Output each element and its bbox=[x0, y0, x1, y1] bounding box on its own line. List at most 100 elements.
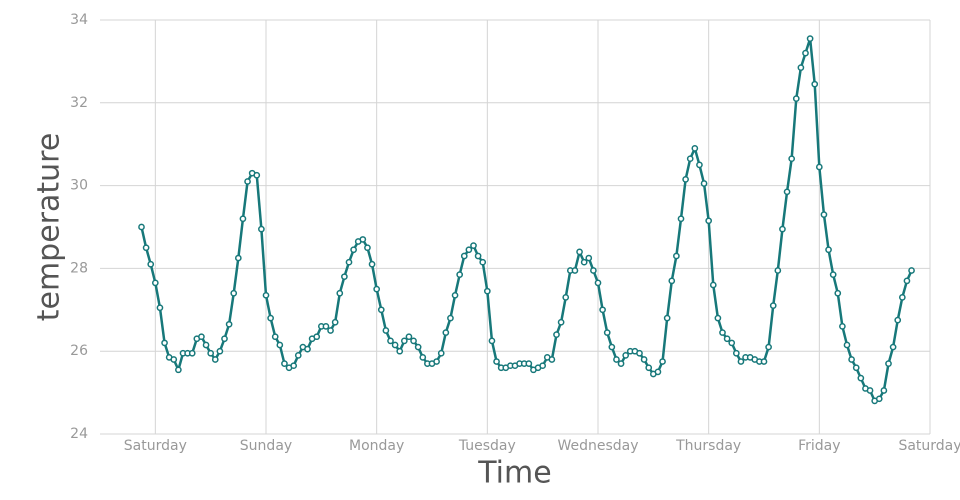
data-point bbox=[691, 144, 699, 152]
y-tick-label: 30 bbox=[70, 178, 88, 194]
data-point bbox=[898, 294, 906, 301]
y-tick-label: 24 bbox=[70, 426, 88, 442]
data-point bbox=[557, 318, 565, 326]
data-point bbox=[350, 246, 357, 254]
data-point bbox=[783, 188, 791, 196]
data-point bbox=[345, 258, 353, 266]
data-point bbox=[387, 337, 394, 345]
data-point bbox=[341, 273, 348, 281]
data-point bbox=[617, 360, 625, 367]
data-point bbox=[281, 360, 288, 367]
data-point bbox=[599, 306, 606, 314]
data-point bbox=[391, 341, 399, 349]
data-point bbox=[331, 318, 339, 326]
data-point bbox=[640, 356, 648, 363]
data-point bbox=[479, 258, 487, 266]
data-point bbox=[622, 351, 630, 359]
data-point bbox=[829, 271, 837, 278]
data-point bbox=[760, 358, 768, 365]
data-point bbox=[175, 366, 182, 374]
data-point bbox=[797, 64, 805, 71]
data-line bbox=[140, 37, 913, 403]
data-point bbox=[889, 343, 897, 351]
y-tick-label: 28 bbox=[70, 260, 88, 276]
data-point bbox=[779, 225, 786, 233]
data-point bbox=[686, 155, 694, 163]
x-tick-label: Monday bbox=[349, 438, 404, 454]
data-point bbox=[419, 354, 427, 361]
data-point bbox=[576, 248, 583, 256]
data-point bbox=[820, 211, 828, 218]
y-axis-title: temperature bbox=[32, 133, 67, 322]
data-point bbox=[230, 289, 238, 297]
data-point bbox=[400, 337, 408, 345]
data-point bbox=[151, 279, 159, 287]
data-point bbox=[198, 333, 205, 341]
data-point bbox=[723, 335, 731, 343]
data-point bbox=[645, 364, 653, 372]
data-point bbox=[368, 260, 376, 268]
data-point bbox=[668, 277, 676, 285]
x-tick-label: Friday bbox=[798, 438, 840, 454]
data-point bbox=[714, 314, 722, 322]
data-point bbox=[405, 333, 413, 341]
data-point bbox=[792, 95, 800, 103]
data-point bbox=[488, 337, 496, 345]
data-point bbox=[673, 252, 680, 260]
data-point bbox=[571, 267, 579, 274]
data-point bbox=[765, 343, 772, 351]
data-point bbox=[253, 171, 261, 179]
data-point bbox=[322, 323, 330, 330]
data-point bbox=[590, 267, 597, 274]
data-point bbox=[276, 341, 284, 349]
data-point bbox=[262, 291, 270, 299]
data-point bbox=[244, 178, 251, 185]
data-point bbox=[654, 368, 662, 376]
data-point bbox=[313, 333, 321, 341]
data-point bbox=[603, 329, 611, 336]
data-point bbox=[451, 291, 459, 299]
data-point bbox=[700, 180, 708, 187]
data-point bbox=[202, 341, 210, 349]
data-point bbox=[677, 215, 685, 223]
y-tick-label: 32 bbox=[70, 95, 88, 111]
data-point bbox=[848, 356, 855, 363]
data-point bbox=[580, 258, 588, 266]
data-point bbox=[885, 360, 892, 367]
x-tick-label: Wednesday bbox=[557, 438, 638, 454]
data-point bbox=[470, 242, 477, 249]
x-tick-label: Saturday bbox=[124, 438, 187, 454]
data-point bbox=[170, 356, 178, 363]
data-point bbox=[234, 254, 242, 262]
data-point bbox=[852, 364, 860, 372]
data-point bbox=[414, 343, 422, 351]
data-point bbox=[138, 223, 145, 231]
data-point bbox=[433, 358, 440, 365]
data-point bbox=[811, 80, 819, 88]
data-point bbox=[225, 320, 233, 328]
data-point bbox=[474, 252, 482, 260]
x-tick-label: Tuesday bbox=[458, 438, 516, 454]
data-point bbox=[769, 302, 777, 310]
data-point bbox=[437, 349, 445, 357]
data-point bbox=[327, 327, 334, 334]
data-point bbox=[728, 339, 736, 347]
x-tick-label: Saturday bbox=[898, 438, 960, 454]
x-axis-title: Time bbox=[477, 456, 551, 491]
data-point bbox=[359, 236, 367, 243]
data-point bbox=[294, 351, 302, 359]
data-point bbox=[802, 49, 809, 57]
data-point bbox=[825, 246, 832, 254]
x-tick-label: Sunday bbox=[240, 438, 292, 454]
data-point bbox=[613, 356, 620, 363]
data-point bbox=[142, 244, 150, 252]
data-point bbox=[815, 163, 823, 171]
data-point bbox=[460, 252, 468, 260]
data-point bbox=[207, 349, 215, 357]
data-point bbox=[839, 323, 846, 330]
data-point bbox=[525, 360, 533, 367]
data-point bbox=[908, 267, 915, 274]
data-point bbox=[636, 349, 643, 357]
data-point bbox=[290, 362, 298, 370]
